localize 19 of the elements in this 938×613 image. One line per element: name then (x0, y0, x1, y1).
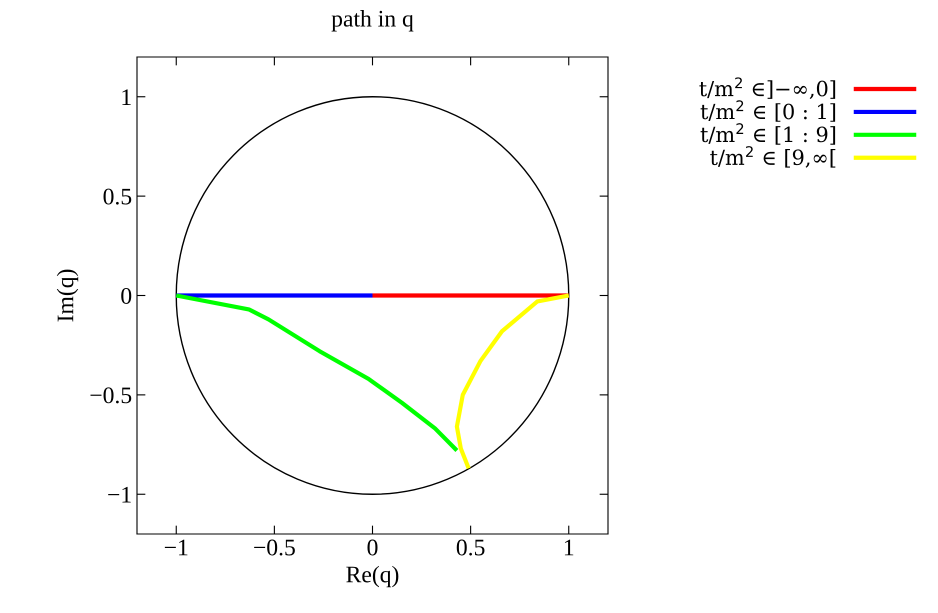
y-tick-label: 0.5 (104, 188, 132, 205)
y-tick-label: 0 (121, 288, 132, 304)
chart-title: path in q (332, 10, 414, 32)
y-axis-title: Im(q) (56, 270, 78, 322)
y-tick-label: −0.5 (90, 387, 132, 404)
x-tick-label: 0.5 (456, 540, 484, 556)
x-tick-label: 0 (367, 540, 378, 556)
legend-label: t/m$^{2}$ ∈]−∞,0] (699, 77, 836, 99)
y-tick-label: −1 (108, 486, 131, 502)
x-tick-label: 1 (564, 540, 574, 556)
x-axis-title: Re(q) (346, 566, 398, 588)
line-series (174, 293, 459, 453)
x-tick-label: −1 (164, 540, 188, 556)
legend-label: t/m$^{2}$ ∈ [0 : 1] (700, 100, 836, 122)
legend-label: t/m$^{2}$ ∈ [9,∞[ (710, 146, 836, 168)
y-tick-label: 1 (122, 89, 131, 105)
line-series (454, 293, 571, 470)
x-tick-label: −0.5 (254, 540, 295, 556)
legend-label: t/m$^{2}$ ∈ [1 : 9] (700, 123, 836, 145)
